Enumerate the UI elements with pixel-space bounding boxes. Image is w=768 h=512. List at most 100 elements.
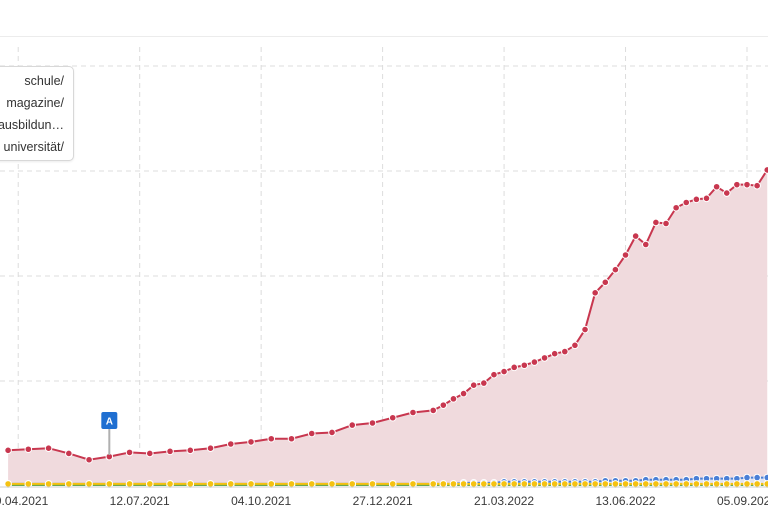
data-point [166,480,174,488]
data-point [328,480,336,488]
data-point [641,480,650,488]
data-point [763,473,768,482]
data-point [65,480,73,488]
data-point [510,363,518,372]
data-point [287,434,296,443]
data-point [388,480,397,488]
data-point [125,448,134,457]
data-point [125,480,134,488]
data-point [621,251,630,259]
data-point [733,480,741,488]
data-point [530,358,539,366]
data-point [490,370,498,379]
data-point [692,480,701,488]
data-point [712,480,721,488]
data-point [459,389,468,398]
x-tick-label: 27.12.2021 [353,494,413,508]
data-point [621,480,630,488]
data-point [682,198,691,207]
data-point [722,480,731,488]
data-point [166,447,174,456]
data-point [480,480,488,488]
data-point [561,347,569,356]
data-point [611,480,620,488]
data-point [631,480,640,488]
data-point [469,480,478,488]
data-point [652,218,660,227]
x-tick-label: 05.09.2022 [717,494,768,508]
data-point [520,480,529,488]
data-point [672,480,680,488]
data-point [591,480,599,488]
data-point [733,180,741,189]
data-point [146,449,154,458]
data-point [226,480,235,488]
annotation-marker [101,412,118,429]
data-point [146,480,154,488]
data-point [763,166,768,174]
data-point [429,480,438,488]
data-point [206,480,215,488]
data-point [65,449,73,458]
data-point [631,232,640,240]
data-point [712,182,721,191]
legend-item-schule[interactable]: schule/ [24,74,64,88]
data-point [500,367,508,376]
data-point [247,438,255,446]
data-point [672,203,680,212]
data-point [753,181,761,190]
legend-item-ausbildung[interactable]: ausbildun… [0,118,64,132]
data-point [469,381,478,390]
data-point [550,480,559,488]
data-point [24,445,33,454]
data-point [226,440,235,448]
legend-item-magazine[interactable]: magazine/ [6,96,64,110]
data-point [743,180,751,189]
data-point [4,446,12,455]
x-tick-label: 04.10.2021 [231,494,291,508]
data-point [561,480,569,488]
data-point [540,480,549,488]
data-point [439,401,448,409]
data-point [601,480,610,488]
data-point [439,480,448,488]
data-point [44,480,53,488]
data-point [24,480,33,488]
data-point [682,480,691,488]
data-point [287,480,296,488]
data-point [581,480,589,488]
data-point [490,480,498,488]
data-point [702,480,711,488]
data-point [500,480,508,488]
data-point [591,289,599,297]
data-point [722,189,731,197]
data-point [307,480,316,488]
data-point [743,480,751,488]
data-point [267,480,276,488]
data-point [429,406,438,415]
annotation-label: A [106,417,113,428]
data-point [409,480,417,488]
data-point [348,480,357,488]
chart-legend: schule/ magazine/ ausbildun… universität… [0,66,74,161]
data-point [743,473,751,482]
data-point [459,480,468,488]
data-point [307,429,316,438]
top-bar [0,0,768,37]
data-point [540,354,549,362]
data-point [85,480,93,488]
data-point [550,349,559,358]
data-point [388,413,397,422]
legend-item-universitaet[interactable]: universität/ [3,140,64,154]
x-tick-label: 12.07.2021 [110,494,170,508]
data-point [662,219,670,228]
data-point [641,240,650,249]
data-point [753,473,761,482]
data-point [206,444,215,453]
data-point [449,480,458,488]
data-point [186,480,195,488]
x-tick-label: 21.03.2022 [474,494,534,508]
data-point [571,480,579,488]
data-point [348,421,357,429]
